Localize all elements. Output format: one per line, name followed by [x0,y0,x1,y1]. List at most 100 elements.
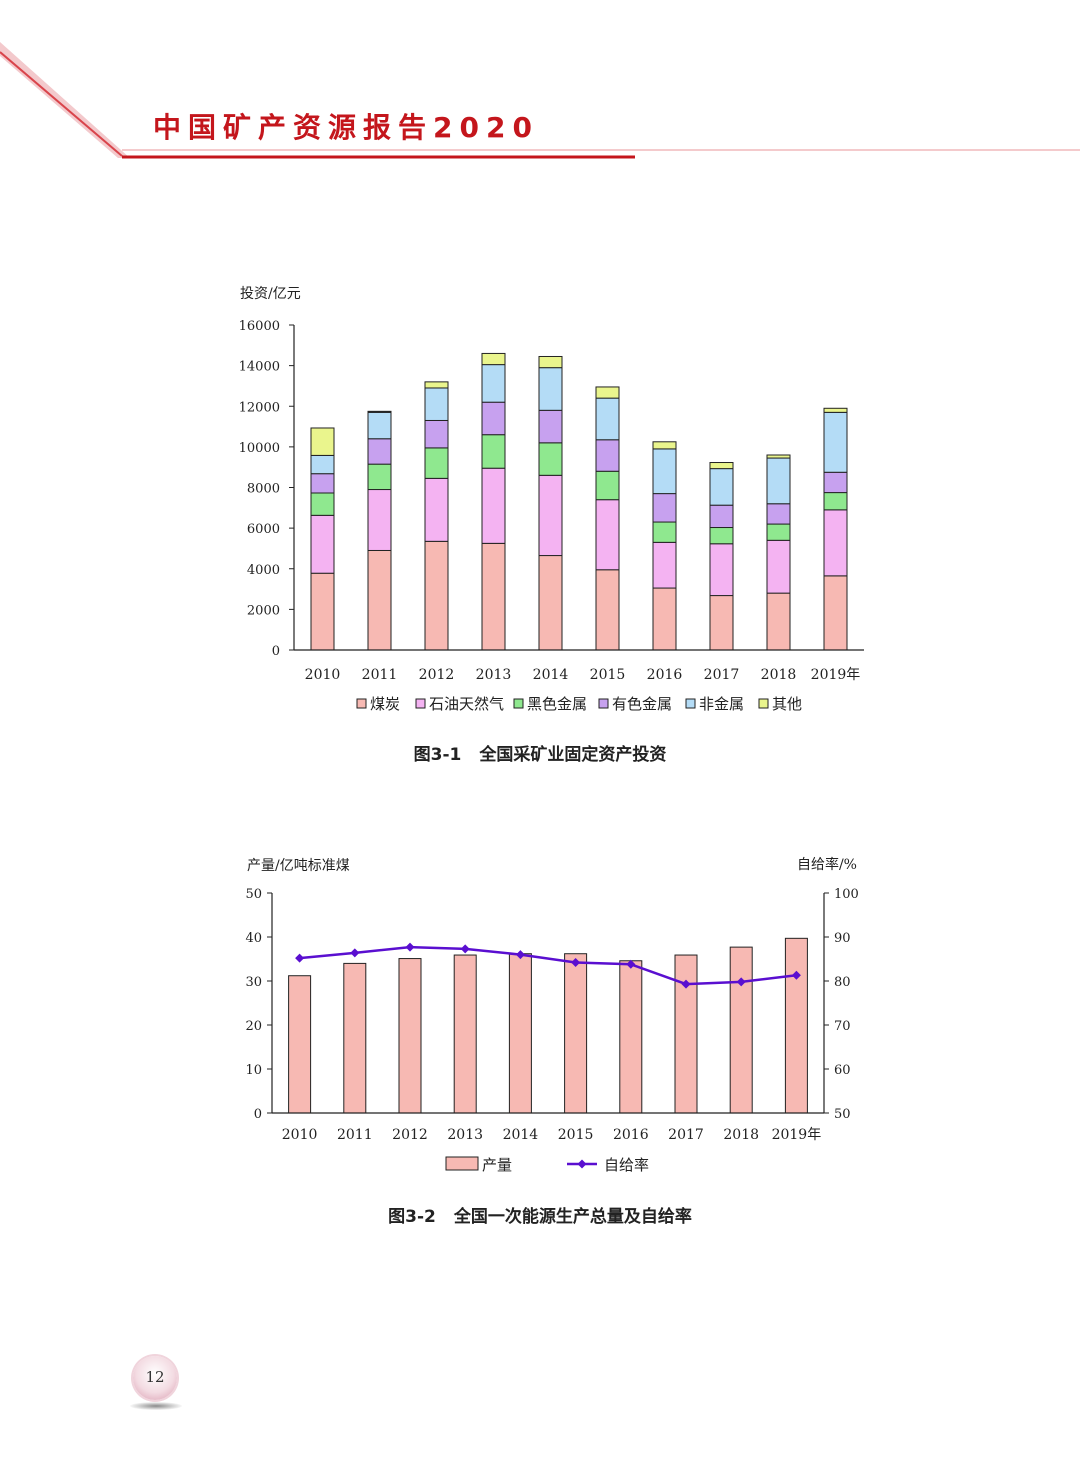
x-tick-label: 2010 [282,1127,318,1143]
y-tick-label: 16000 [239,319,280,334]
energy-production-combo-chart: 产量/亿吨标准煤 自给率/% 0 10 20 30 40 50 50 60 70 80 90 100 201… [245,856,858,1174]
bar-nonmetal-2010 [310,454,335,475]
y-tick-label: 14000 [239,360,280,375]
x-tick-label: 2015 [558,1127,594,1143]
legend-swatch-other [758,698,769,709]
x-tick-label: 2014 [533,667,569,683]
legend-label-ferrous: 黑色金属 [527,695,587,713]
bar-other-2010 [310,427,335,456]
legend-label-coal: 煤炭 [370,695,400,713]
bar-ferrous-2017 [709,527,734,545]
bar-ferrous-2014 [538,442,563,476]
x-tick-label: 2011 [337,1127,373,1143]
bar-production-2015 [564,953,588,1114]
legend-label-nonferrous: 有色金属 [612,695,672,713]
bar-other-2019 [823,407,848,413]
y2-tick-label: 60 [834,1063,851,1078]
bar-coal-2011 [367,549,392,651]
x-tick-label: 2014 [503,1127,539,1143]
bar-production-2010 [288,975,312,1114]
bar-coal-2017 [709,595,734,651]
legend-label-oil_gas: 石油天然气 [429,695,504,713]
x-tick-label: 2013 [476,667,512,683]
x-tick-label: 2015 [590,667,626,683]
x-tick-label: 2012 [392,1127,428,1143]
bar-ferrous-2011 [367,463,392,491]
y-tick-label: 30 [245,975,262,990]
bar-production-2017 [674,954,698,1114]
self-sufficiency-point-2014 [515,950,525,960]
bar-oil_gas-2011 [367,489,392,551]
bar-coal-2010 [310,572,335,651]
bar-nonmetal-2014 [538,367,563,411]
y2-tick-label: 70 [834,1019,851,1034]
bar-coal-2014 [538,555,563,651]
bar-production-2011 [343,962,367,1114]
bar-nonmetal-2013 [481,364,506,403]
bar-nonferrous-2019 [823,471,848,494]
figure1-caption-number: 图3-1 [413,745,462,765]
bar-ferrous-2018 [766,523,791,541]
bar-oil_gas-2018 [766,539,791,594]
legend-label-nonmetal: 非金属 [699,695,744,713]
bar-production-2014 [508,953,532,1114]
bar-other-2017 [709,462,734,470]
bar-other-2014 [538,355,563,369]
legend-swatch-ferrous [513,698,524,709]
bar-nonferrous-2015 [595,439,620,472]
bar-other-2012 [424,381,449,389]
figure2-caption: 图3-2 全国一次能源生产总量及自给率 [0,1202,1080,1227]
x-tick-label: 2018 [761,667,797,683]
bar-other-2016 [652,441,677,450]
legend-swatch-production [445,1156,479,1171]
bar-coal-2013 [481,542,506,651]
x-tick-label: 2017 [668,1127,704,1143]
y-tick-label: 10 [245,1063,262,1078]
page-number-shadow [130,1402,182,1410]
bar-nonmetal-2018 [766,457,791,505]
bar-coal-2019 [823,575,848,651]
y-tick-label: 0 [254,1107,262,1122]
y-tick-label: 0 [272,644,280,659]
x-tick-label: 2019年 [772,1127,822,1143]
bar-nonferrous-2016 [652,493,677,523]
figure2-caption-number: 图3-2 [388,1207,436,1227]
self-sufficiency-point-2010 [295,953,305,963]
legend-marker-self-sufficiency [577,1159,587,1169]
self-sufficiency-point-2019 [791,970,801,980]
bar-oil_gas-2019 [823,509,848,577]
bar-coal-2018 [766,592,791,651]
bar-other-2015 [595,386,620,399]
bar-coal-2016 [652,587,677,651]
bar-nonmetal-2016 [652,448,677,495]
bar-ferrous-2010 [310,492,335,516]
y-tick-label: 2000 [247,603,280,618]
y-tick-label: 40 [245,931,262,946]
legend-swatch-coal [356,698,367,709]
bar-production-2019 [784,937,808,1114]
self-sufficiency-line [299,945,797,986]
y-tick-label: 8000 [247,482,280,497]
bar-nonmetal-2012 [424,387,449,421]
legend-swatch-nonferrous [598,698,609,709]
x-tick-label: 2019年 [811,667,861,683]
self-sufficiency-point-2012 [405,942,415,952]
bar-production-2013 [453,954,477,1114]
bar-ferrous-2019 [823,492,848,511]
bar-oil_gas-2012 [424,477,449,542]
y-axis-title: 产量/亿吨标准煤 [247,858,350,874]
y-tick-label: 12000 [239,400,280,415]
y-tick-label: 50 [245,887,262,902]
self-sufficiency-point-2018 [736,977,746,987]
self-sufficiency-point-2015 [571,958,581,968]
x-tick-label: 2016 [613,1127,649,1143]
bar-nonmetal-2015 [595,397,620,441]
bar-oil_gas-2015 [595,499,620,571]
bar-oil_gas-2010 [310,514,335,574]
x-tick-label: 2016 [647,667,683,683]
bar-nonferrous-2018 [766,503,791,525]
self-sufficiency-point-2013 [460,944,470,954]
x-tick-label: 2010 [305,667,341,683]
y2-tick-label: 80 [834,975,851,990]
legend-label-production: 产量 [482,1156,512,1174]
